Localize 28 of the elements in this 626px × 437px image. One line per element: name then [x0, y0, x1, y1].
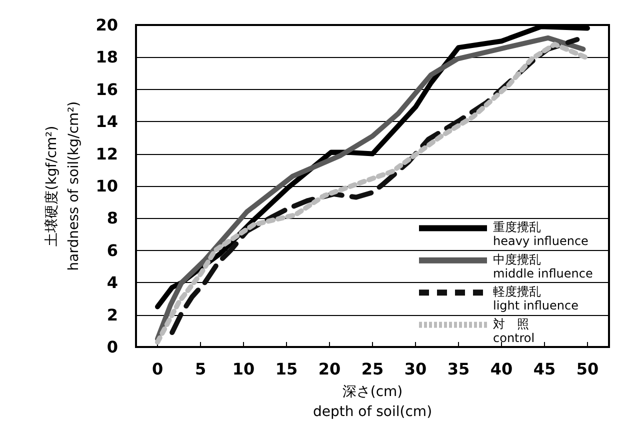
x-tick-label: 30 — [404, 360, 427, 378]
y-tick-label: 0 — [106, 338, 118, 356]
x-tick-label: 40 — [490, 360, 513, 378]
x-tick-label: 0 — [152, 360, 164, 378]
x-tick-label: 25 — [361, 360, 384, 378]
y-tick-label: 10 — [96, 176, 118, 196]
y-tick-label: 14 — [96, 112, 118, 132]
y-tick-label: 6 — [106, 240, 118, 260]
x-tick-label: 20 — [318, 360, 341, 378]
x-tick-label: 35 — [447, 360, 470, 378]
x-tick-label: 45 — [533, 360, 556, 378]
legend-label: 重度攪乱 heavy influence — [493, 220, 588, 248]
x-tick-label: 15 — [275, 360, 298, 378]
y-tick-label: 20 — [96, 16, 118, 34]
y-tick-label: 18 — [96, 48, 118, 67]
y-tick-label: 16 — [96, 80, 118, 99]
legend-label: 対 照 control — [493, 316, 535, 345]
legend-label: 軽度攪乱 light influence — [493, 284, 578, 313]
legend-label: 中度攪乱 middle influence — [493, 252, 593, 280]
x-tick-label: 5 — [194, 360, 206, 378]
y-tick-label: 12 — [96, 144, 118, 164]
x-tick-label: 10 — [232, 360, 255, 378]
x-axis-title: 深さ(cm) depth of soil(cm) — [312, 384, 432, 420]
y-tick-label: 4 — [106, 273, 118, 292]
y-tick-label: 8 — [106, 208, 118, 228]
y-tick-label: 2 — [106, 305, 118, 324]
y-axis-title: 土壌硬度(kgf/cm²) hardness of soil(kg/cm²) — [44, 101, 82, 271]
x-tick-label: 50 — [576, 360, 599, 378]
